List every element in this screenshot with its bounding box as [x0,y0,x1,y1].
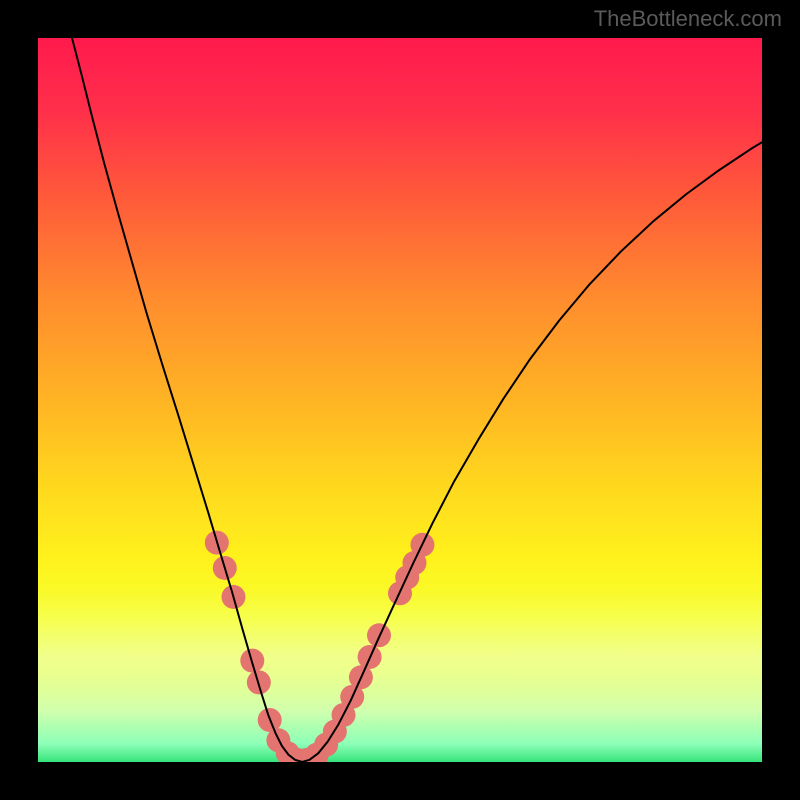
dot-group [205,531,435,762]
watermark-text: TheBottleneck.com [594,6,782,32]
chart-container: TheBottleneck.com [0,0,800,800]
curves-svg [38,38,762,762]
plot-area [38,38,762,762]
left-curve [72,38,302,762]
right-curve [302,142,762,762]
